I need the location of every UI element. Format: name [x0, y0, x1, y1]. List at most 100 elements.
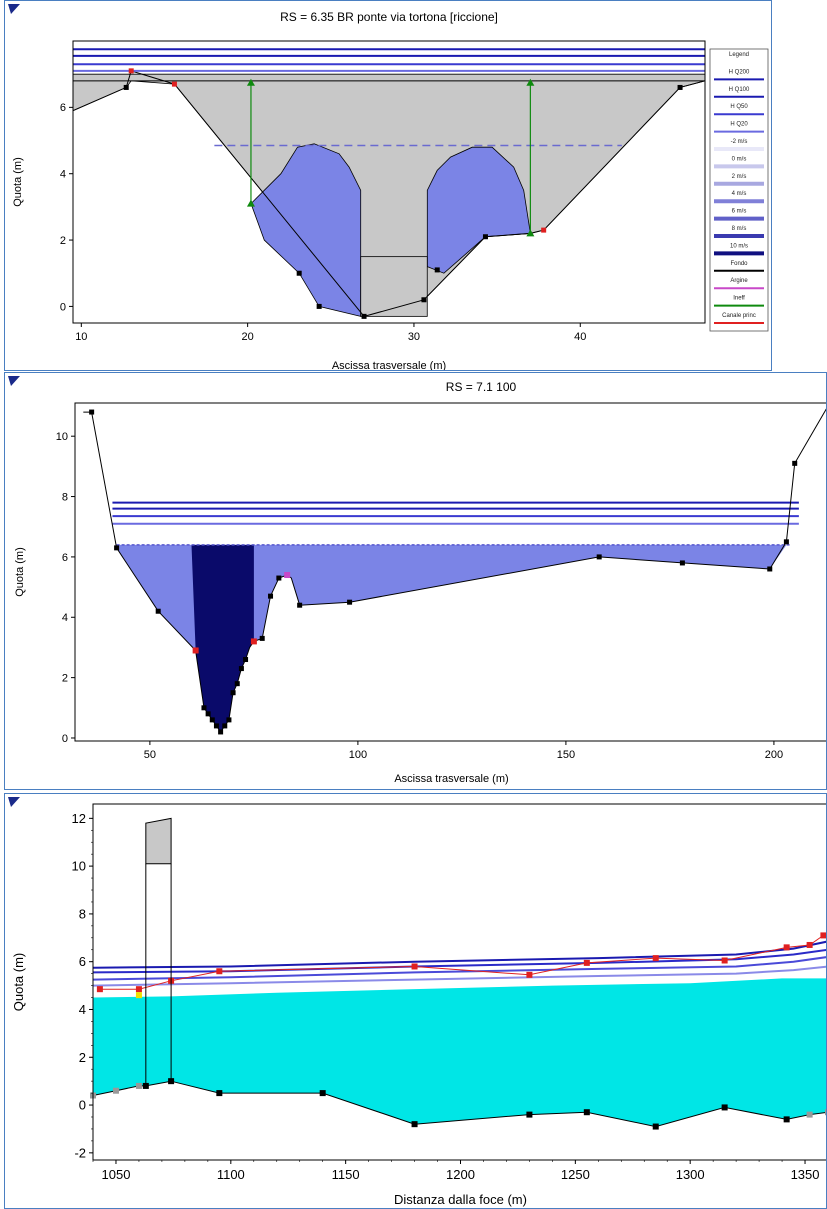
bed-point	[652, 1123, 659, 1130]
legend-label: Argine	[730, 278, 748, 284]
x-tick-label: 20	[242, 331, 254, 343]
chart-menu-icon	[8, 797, 20, 807]
bed-point	[411, 1121, 418, 1128]
water-level-profile	[92, 965, 826, 987]
y-tick-label: 12	[72, 811, 86, 826]
y-axis-label: Quota (m)	[14, 547, 26, 597]
bank-point	[216, 968, 223, 975]
ground-point	[213, 723, 219, 729]
x-tick-label: 200	[765, 749, 783, 761]
legend-label: Legend	[729, 52, 749, 58]
bank-point	[583, 959, 590, 966]
legend-label: 4 m/s	[732, 191, 747, 197]
bank-station-point	[250, 638, 257, 645]
legend-label: H Q20	[730, 122, 748, 128]
ground-point	[123, 84, 129, 90]
x-tick-label: 10	[75, 331, 87, 343]
main-channel-flow	[191, 544, 254, 732]
bank-point	[96, 986, 103, 993]
y-tick-label: 4	[60, 169, 66, 181]
ground-point	[482, 234, 488, 240]
x-tick-label: 1300	[676, 1167, 705, 1182]
bed-point	[806, 1111, 813, 1118]
y-tick-label: 6	[60, 102, 66, 114]
x-tick-label: 100	[349, 749, 367, 761]
ground-point	[316, 303, 322, 309]
chart-title: RS = 7.1 100	[446, 380, 517, 394]
ground-point	[297, 602, 303, 608]
bank-station-point	[192, 647, 199, 654]
legend-label: Fondo	[730, 261, 748, 267]
ground-point	[679, 560, 685, 566]
y-tick-label: 0	[79, 1098, 86, 1113]
ground-point	[296, 270, 302, 276]
y-tick-label: 8	[62, 491, 68, 503]
chart-menu-icon	[8, 4, 20, 14]
ground-point	[201, 705, 207, 711]
bridge-deck	[145, 817, 172, 865]
plot-frame	[72, 40, 706, 324]
bridge-deck-top	[72, 73, 706, 82]
bed-point	[112, 1087, 119, 1094]
ground-point	[347, 599, 353, 605]
ground-point	[218, 729, 224, 735]
ground-point	[230, 690, 236, 696]
ineffective-flow-arrow	[246, 199, 255, 207]
ground-point	[222, 723, 228, 729]
ground-point	[421, 297, 427, 303]
legend-label: 10 m/s	[730, 243, 748, 249]
x-tick-label: 50	[144, 749, 156, 761]
ground-point	[209, 717, 215, 723]
x-tick-label: 1050	[102, 1167, 131, 1182]
y-tick-label: 8	[79, 906, 86, 921]
bed-point	[783, 1116, 790, 1123]
ground-point	[276, 575, 282, 581]
cross-section-chart-rs-71: RS = 7.1 100 50 100 150 200 0 2 4 6 8 10 Ascissa tr…	[8, 376, 826, 785]
bank-point	[411, 963, 418, 970]
ground-point	[434, 267, 440, 273]
y-axis-label: Quota (m)	[11, 953, 26, 1012]
longitudinal-profile-chart: 1050 1100 1150 1200 1250 1300 1350 -2 0 2 4 6 8 10 12 D…	[8, 797, 826, 1207]
y-tick-label: 6	[62, 552, 68, 564]
ground-point	[114, 545, 120, 551]
y-tick-label: 2	[79, 1050, 86, 1065]
bed-point	[319, 1090, 326, 1097]
bank-station-point	[128, 68, 134, 74]
y-tick-label: 2	[60, 235, 66, 247]
legend-label: -2 m/s	[731, 139, 748, 145]
bank-station-point	[171, 81, 177, 87]
ground-point	[238, 666, 244, 672]
legend-label: 6 m/s	[732, 209, 747, 215]
chart-menu-icon	[8, 376, 20, 386]
bank-point	[721, 957, 728, 964]
bank-point	[652, 955, 659, 962]
y-tick-label: 2	[62, 672, 68, 684]
cross-section-chart-rs-635: RS = 6.35 BR ponte via tortona [riccione…	[8, 4, 769, 370]
x-axis-label: Distanza dalla foce (m)	[394, 1192, 527, 1207]
ground-point	[792, 460, 798, 466]
x-tick-label: 40	[574, 331, 586, 343]
x-tick-label: 1150	[332, 1167, 360, 1182]
bed-point	[825, 1109, 826, 1116]
bank-point	[806, 941, 813, 948]
legend-label: H Q100	[729, 87, 750, 93]
ground-point	[259, 635, 265, 641]
ground-point	[205, 711, 211, 717]
water-area	[93, 978, 826, 1127]
ground-point	[767, 566, 773, 572]
x-tick-label: 150	[557, 749, 575, 761]
ground-point	[226, 717, 232, 723]
x-tick-label: 30	[408, 331, 420, 343]
bank-line	[99, 934, 824, 990]
bank-station-point	[541, 227, 547, 233]
bank-point	[135, 986, 142, 993]
ground-point	[243, 657, 249, 663]
x-tick-label: 1200	[446, 1167, 475, 1182]
y-tick-label: 10	[56, 431, 68, 443]
y-tick-label: 6	[79, 954, 86, 969]
ground-point	[361, 313, 367, 319]
critical-point	[135, 992, 142, 999]
bed-point	[216, 1090, 223, 1097]
y-tick-label: 4	[79, 1002, 86, 1017]
water-level-profile	[92, 940, 826, 969]
